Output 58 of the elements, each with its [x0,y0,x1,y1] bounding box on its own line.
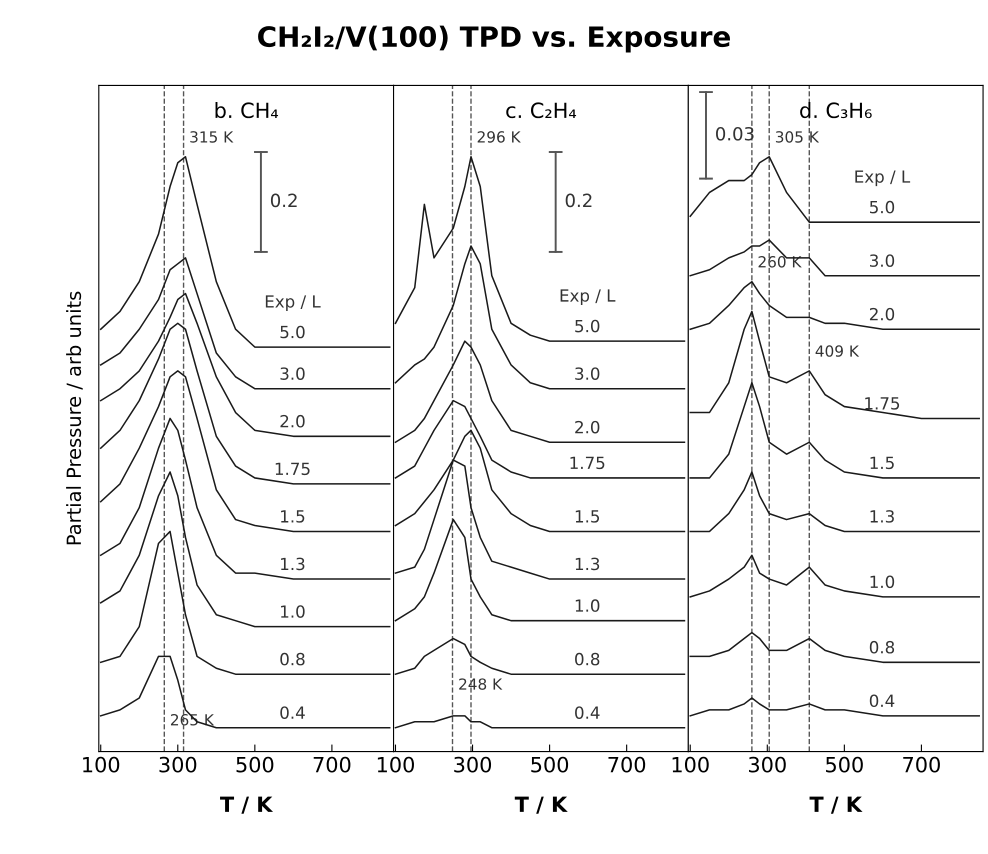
series-label: 1.5 [281,510,304,523]
series-label: 1.3 [281,558,304,570]
chart-subtitle: d. C₃H₆ [800,102,872,118]
series-label: 1.5 [576,510,600,523]
x-tick-label: 500 [531,756,568,773]
series-label: 1.0 [870,575,894,588]
series-label: 0.4 [870,694,894,708]
x-axis-title: T / K [220,796,274,814]
x-tick-label: 300 [749,756,786,773]
series-label: 0.8 [870,640,894,654]
series-label: 5.0 [870,200,894,214]
x-tick-label: 700 [314,756,350,773]
annotation: 248 K [459,678,502,690]
chart-subtitle: b. CH₄ [216,102,278,118]
legend-title: Exp / L [855,170,910,186]
text: CH₂I₂/V(100) TPD vs. Exposure [258,26,730,53]
series-label: 1.75 [865,397,900,410]
series-label: 2.0 [575,420,600,434]
series-label: 1.3 [870,510,894,523]
annotation: 409 K [816,345,860,357]
x-tick-label: 100 [378,756,414,773]
x-tick-label: 500 [236,756,274,773]
series-label: 1.75 [276,462,310,476]
series-label: 2.0 [280,414,305,428]
x-tick-label: 100 [83,756,120,773]
series-label: 5.0 [575,320,600,332]
legend-title: Exp / L [560,289,616,306]
x-tick-label: 500 [826,756,863,773]
legend-title: Exp / L [266,295,321,311]
series-label: 0.4 [575,706,600,719]
x-tick-label: 300 [454,756,492,773]
series-label: 3.0 [575,367,600,380]
y-axis-title: Partial Pressure / arb units [66,292,83,544]
x-axis-title: T / K [810,796,863,814]
annotation: 0.2 [270,194,297,208]
series-label: 1.75 [570,456,604,470]
series-label: 2.0 [870,308,894,320]
series-label: 1.5 [870,456,894,470]
annotation: 315 K [190,131,234,143]
series-label: 1.0 [281,605,305,618]
series-label: 1.0 [576,599,600,612]
series-label: 0.4 [280,706,305,719]
series-label: 0.8 [575,652,600,666]
x-tick-label: 100 [672,756,709,773]
x-tick-label: 300 [159,756,196,773]
series-label: 5.0 [280,326,305,338]
series-label: 3.0 [870,254,894,267]
annotation: 296 K [478,131,521,143]
x-tick-label: 700 [608,756,646,773]
series-label: 0.8 [280,652,305,666]
series-label: 1.3 [576,558,600,570]
text: 0.03 [716,126,754,141]
x-tick-label: 700 [903,756,940,773]
series-label: 3.0 [280,367,305,380]
annotation: 0.2 [566,194,592,208]
chart-subtitle: c. C₂H₄ [506,102,576,118]
x-axis-title: T / K [514,796,568,814]
annotation: 305 K [776,131,820,143]
